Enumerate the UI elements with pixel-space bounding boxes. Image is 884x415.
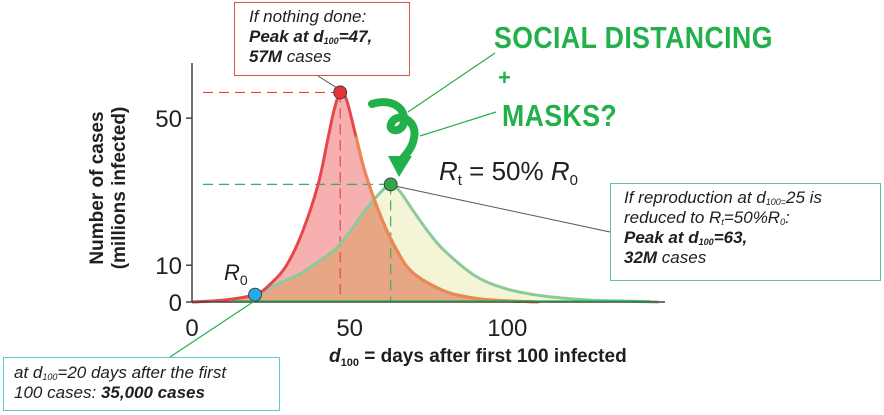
reduced-connector <box>396 185 611 233</box>
x-tick-label: 50 <box>336 315 363 342</box>
tick-labels: 0 10 50 0 50 100 <box>155 106 527 342</box>
r0-label: R0 <box>224 260 248 288</box>
y-tick-label: 0 <box>169 290 182 317</box>
reduced-line2: reduced to Rt=50%R0: <box>624 208 790 227</box>
social-connector <box>407 52 496 113</box>
rt-label: Rt = 50% R0 <box>439 156 578 189</box>
y-tick-label: 10 <box>155 253 182 280</box>
social-distancing-title: SOCIAL DISTANCING <box>494 20 773 55</box>
plus-sign: + <box>498 65 511 90</box>
y-tick-label: 50 <box>155 106 182 133</box>
no-action-line3: 57M cases <box>249 47 332 66</box>
first-cases-line1: at d100=20 days after the first <box>14 363 227 382</box>
x-tick-label: 0 <box>185 315 198 342</box>
axes <box>191 63 665 303</box>
no-action-line2: Peak at d100=47, <box>249 27 373 46</box>
series-1-area <box>192 91 539 302</box>
y-axis-label-line2: (millions infected) <box>109 106 130 270</box>
masks-connector <box>419 111 497 137</box>
series-1-tail-line <box>354 136 539 304</box>
no-action-connector <box>317 75 337 88</box>
no-action-callout: If nothing done: Peak at d100=47, 57M ca… <box>234 2 410 76</box>
arrow-head-icon <box>388 156 412 177</box>
data-point-3 <box>383 177 398 192</box>
reduced-line4: 32M cases <box>624 248 707 267</box>
callout-connectors <box>169 52 611 358</box>
guide-lines <box>203 91 392 302</box>
curly-arrow-icon <box>368 98 419 166</box>
data-point-2 <box>333 85 348 100</box>
y-axis-label-line1: Number of cases <box>87 111 108 265</box>
reduced-callout: If reproduction at d100=25 is reduced to… <box>610 183 881 281</box>
x-axis-label: d100 = days after first 100 infected <box>329 346 627 369</box>
no-action-line1: If nothing done: <box>249 7 367 26</box>
first-cases-line2: 100 cases: 35,000 cases <box>14 383 205 402</box>
green-arrow <box>368 98 419 177</box>
highlight-points <box>248 85 398 302</box>
reduced-line1: If reproduction at d100=25 is <box>624 188 822 207</box>
masks-title: MASKS? <box>502 98 618 133</box>
x-tick-label: 100 <box>487 315 527 342</box>
first-cases-callout: at d100=20 days after the first 100 case… <box>3 357 280 411</box>
data-point-1 <box>248 287 262 302</box>
reduced-line3: Peak at d100=63, <box>624 228 748 247</box>
area-fills <box>192 91 659 302</box>
first-cases-connector <box>169 300 256 358</box>
